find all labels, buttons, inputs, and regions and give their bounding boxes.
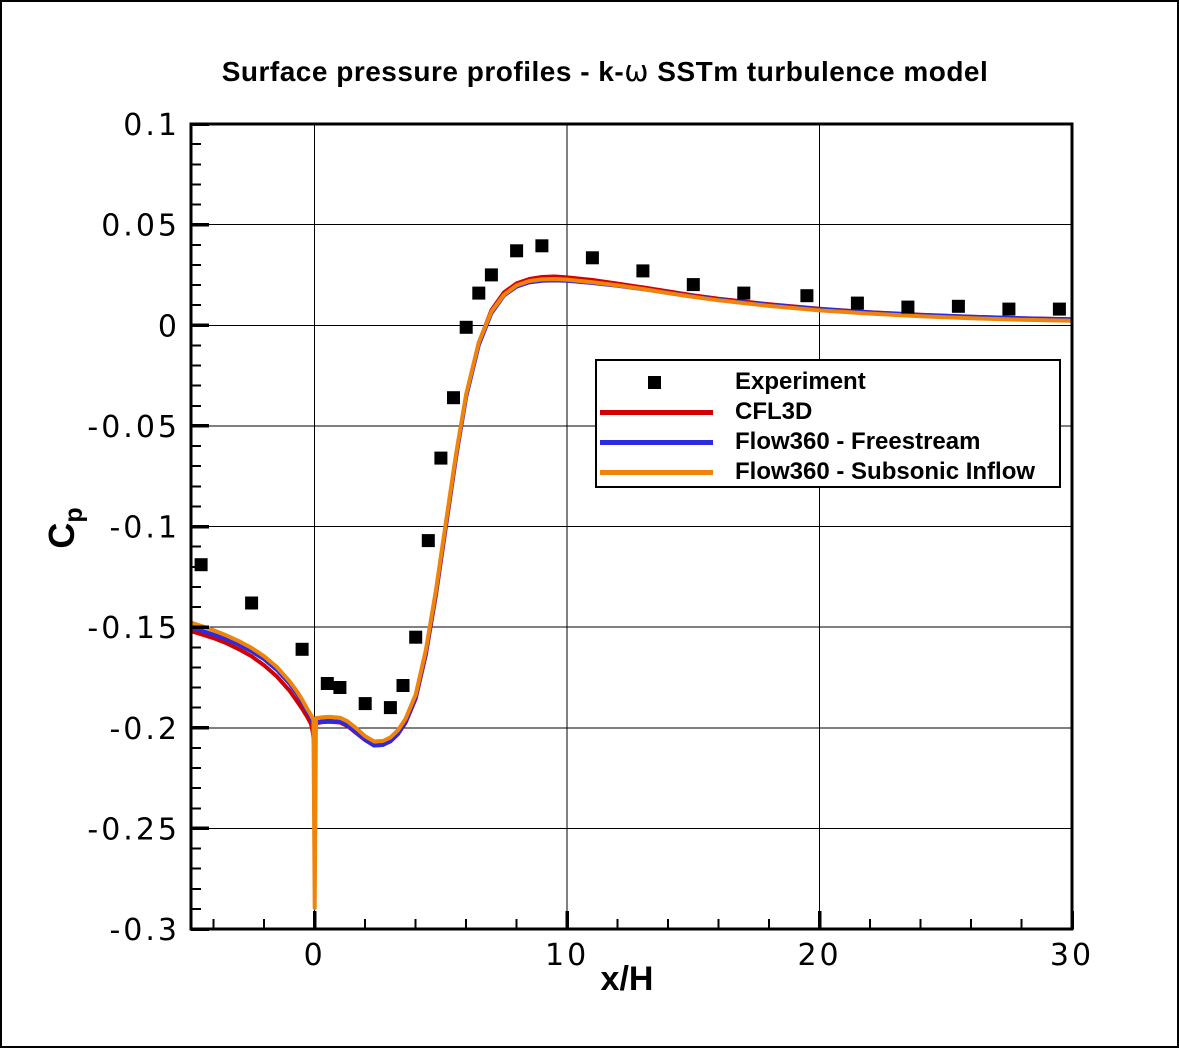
grid (191, 123, 1073, 930)
experiment-point (737, 286, 751, 300)
y-axis-title-main: C (41, 522, 82, 549)
chart-title-post: SSTm turbulence model (649, 56, 989, 87)
legend-swatch-col (597, 409, 735, 415)
y-axis-title-sub: p (60, 507, 89, 523)
series-flow360-freestream (191, 278, 1073, 748)
experiment-point (800, 289, 814, 303)
x-axis-title: x/H (600, 960, 654, 998)
experiment-point (459, 320, 473, 334)
chart-title-pre: Surface pressure profiles - k- (221, 56, 625, 87)
experiment-point (850, 296, 864, 310)
y-tick-label: -0.1 (109, 511, 180, 546)
experiment-point (421, 534, 435, 548)
experiment-point (447, 391, 460, 405)
legend-swatch-col (597, 375, 735, 389)
experiment-point (295, 642, 309, 656)
y-tick-label: -0.05 (87, 410, 180, 445)
series-layer (191, 274, 1073, 910)
legend-swatch-col (597, 439, 735, 445)
experiment-point (686, 278, 700, 292)
experiment-point (585, 251, 599, 265)
legend-label-flow360-subsonic: Flow360 - Subsonic Inflow (735, 458, 1036, 485)
experiment-point (358, 697, 372, 711)
y-tick-label: 0.05 (101, 209, 180, 244)
experiment-point (484, 268, 498, 282)
y-tick-label: 0 (158, 309, 180, 344)
experiment-point (535, 239, 549, 253)
legend-row-cfl3d: CFL3D (597, 397, 1059, 427)
y-tick-label: -0.3 (109, 913, 180, 948)
x-tick-label: 30 (1050, 938, 1094, 973)
x-tick-label: 0 (304, 938, 326, 973)
experiment-point (245, 596, 259, 610)
cfl3d-line-swatch (600, 409, 713, 415)
experiment-point (901, 300, 915, 314)
experiment-point (194, 558, 208, 572)
series-experiment (194, 239, 1066, 715)
experiment-point (434, 451, 448, 465)
experiment-point (1002, 302, 1016, 316)
experiment-point (333, 681, 347, 694)
legend-row-experiment: Experiment (597, 367, 1059, 397)
ticks (191, 122, 1074, 931)
experiment-point (510, 244, 524, 258)
legend-label-cfl3d: CFL3D (735, 398, 813, 425)
series-cfl3d (191, 274, 1073, 748)
y-tick-label: -0.2 (109, 712, 180, 747)
experiment-point (320, 677, 334, 690)
x-tick-label: 10 (545, 938, 589, 973)
x-tick-label: 20 (797, 938, 841, 973)
experiment-point (472, 286, 486, 300)
legend-box: Experiment CFL3D Flow360 - Freestream Fl… (595, 359, 1061, 488)
legend-row-flow360-freestream: Flow360 - Freestream (597, 427, 1059, 457)
omega-symbol: ω (624, 54, 649, 88)
experiment-point (636, 264, 650, 278)
legend-label-experiment: Experiment (735, 368, 866, 395)
experiment-point (1052, 302, 1066, 316)
experiment-point (383, 701, 397, 715)
flow360-freestream-line-swatch (600, 439, 713, 445)
legend-swatch-col (597, 469, 735, 475)
chart-title: Surface pressure profiles - k-ω SSTm tur… (105, 54, 1105, 88)
y-tick-label: -0.15 (87, 611, 180, 646)
legend-label-flow360-freestream: Flow360 - Freestream (735, 428, 981, 455)
series-flow360-subsonic-inflow (191, 277, 1073, 910)
y-tick-label: 0.1 (123, 108, 180, 143)
experiment-point (396, 679, 410, 692)
experiment-point (951, 299, 965, 313)
legend-row-flow360-subsonic: Flow360 - Subsonic Inflow (597, 457, 1059, 487)
y-axis-title: Cp (41, 463, 88, 593)
experiment-point (409, 630, 423, 644)
experiment-marker-swatch (648, 375, 661, 389)
y-tick-label: -0.25 (87, 812, 180, 847)
flow360-subsonic-line-swatch (600, 469, 713, 475)
